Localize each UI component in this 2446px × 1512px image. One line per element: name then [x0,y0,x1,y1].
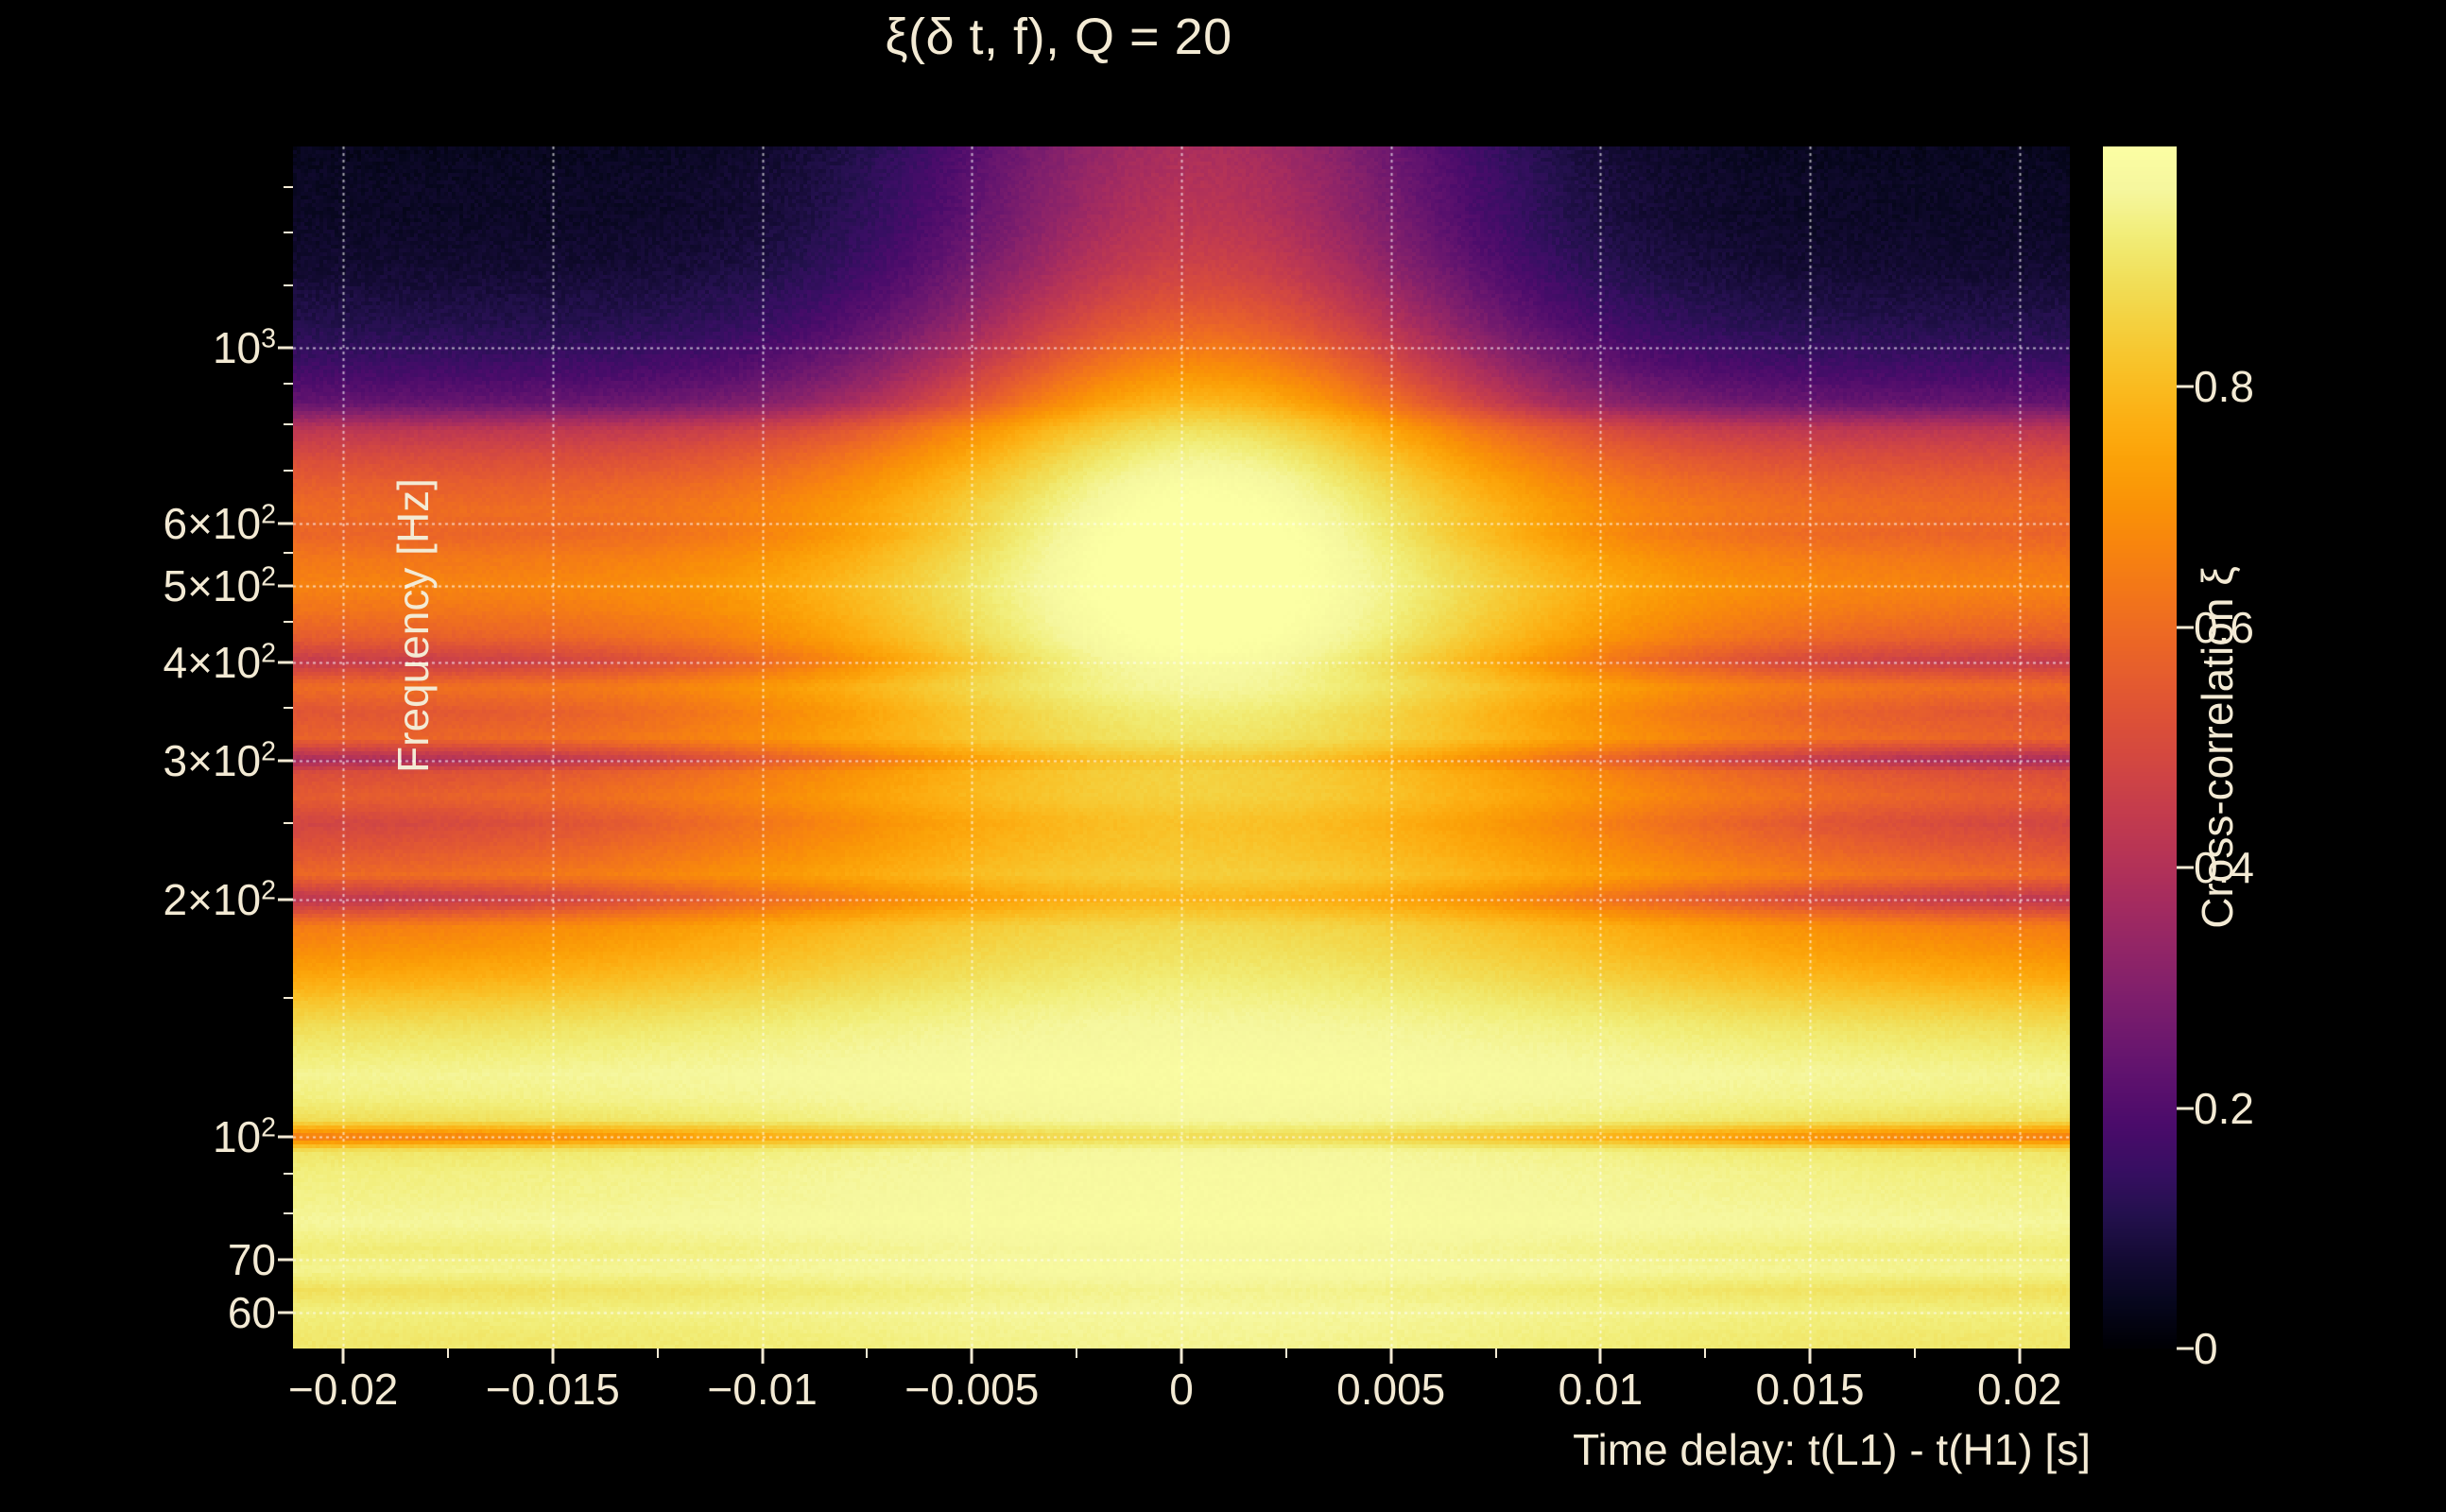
y-minor-tick-mark [284,552,293,555]
heatmap-axes: Frequency [Hz] 1036×1025×1024×1023×1022×… [164,146,2091,1474]
y-minor-tick-mark [284,284,293,287]
x-tick-mark [1808,1349,1812,1364]
x-tick-mark [761,1349,765,1364]
x-minor-tick-mark [1284,1349,1287,1358]
x-axis-label: Time delay: t(L1) - t(H1) [s] [1573,1425,2091,1474]
x-tick-mark [1389,1349,1393,1364]
colorbar-label: Cross-correlation ξ [2193,566,2242,929]
y-tick-mark [278,584,293,588]
y-tick-mark [278,759,293,763]
y-minor-tick-mark [284,423,293,426]
y-tick-mark [278,1135,293,1139]
colorbar-tick-label: 0.8 [2194,362,2254,412]
y-tick-mark [278,346,293,350]
colorbar-tick-mark [2177,866,2194,869]
colorbar-tick-label: 0 [2194,1324,2218,1373]
colorbar-tick-label: 0.4 [2194,843,2254,893]
x-tick-mark [2018,1349,2022,1364]
y-tick-label: 6×102 [163,498,276,548]
y-minor-tick-mark [284,822,293,825]
x-tick-mark [341,1349,345,1364]
y-tick-mark [278,1311,293,1314]
grid-overlay [293,146,2070,1349]
x-tick-label: −0.01 [707,1365,818,1414]
colorbar: 0.8 0.6 0.4 0.2 0 [2103,146,2254,1373]
y-tick-label: 2×102 [163,875,276,925]
y-minor-tick-mark [284,707,293,710]
x-minor-tick-mark [1076,1349,1078,1358]
y-tick-label: 70 [227,1234,276,1284]
x-tick-mark [551,1349,555,1364]
y-minor-tick-mark [284,997,293,1000]
x-tick-label: −0.015 [485,1365,620,1414]
y-minor-tick-mark [284,469,293,472]
page-title: ξ(δ t, f), Q = 20 [885,9,1232,65]
y-tick-label: 5×102 [163,560,276,610]
y-minor-tick-mark [284,185,293,188]
y-tick-mark [278,661,293,664]
x-tick-mark [1180,1349,1183,1364]
x-minor-tick-mark [1913,1349,1916,1358]
colorbar-tick-mark [2177,1107,2194,1110]
y-minor-tick-mark [284,383,293,386]
x-minor-tick-mark [656,1349,659,1358]
x-tick-mark [1598,1349,1602,1364]
x-minor-tick-mark [447,1349,450,1358]
x-minor-tick-mark [1494,1349,1497,1358]
colorbar-tick-mark [2177,626,2194,629]
x-minor-tick-mark [866,1349,869,1358]
x-tick-label: 0.015 [1755,1365,1865,1414]
x-tick-mark [970,1349,973,1364]
colorbar-tick-label: 0.6 [2194,602,2254,652]
y-tick-label: 103 [212,323,276,373]
colorbar-tick-mark [2177,1347,2194,1350]
y-tick-mark [278,898,293,902]
y-tick-label: 4×102 [163,637,276,687]
y-tick-label: 102 [212,1112,276,1162]
y-tick-label: 60 [227,1287,276,1337]
colorbar-tick-mark [2177,385,2194,388]
x-tick-label: 0 [1169,1365,1194,1414]
y-tick-mark [278,522,293,525]
x-tick-label: −0.005 [904,1365,1040,1414]
colorbar-tick-label: 0.2 [2194,1083,2254,1133]
y-minor-tick-mark [284,620,293,623]
x-tick-label: 0.005 [1336,1365,1446,1414]
x-tick-label: −0.02 [288,1365,399,1414]
y-minor-tick-mark [284,1172,293,1175]
x-tick-label: 0.01 [1558,1365,1644,1414]
x-minor-tick-mark [1704,1349,1707,1358]
y-minor-tick-mark [284,1212,293,1215]
colorbar-gradient [2103,146,2177,1349]
x-tick-label: 0.02 [1977,1365,2062,1414]
y-minor-tick-mark [284,1258,293,1261]
y-tick-label: 3×102 [163,735,276,785]
y-minor-tick-mark [284,232,293,234]
